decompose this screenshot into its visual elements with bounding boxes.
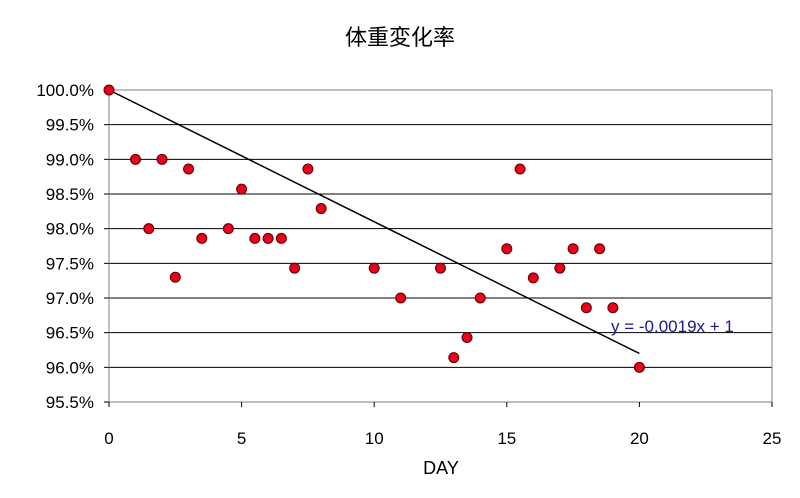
y-tick-label: 96.0% [46,358,94,377]
x-axis-ticks: 0 5 10 15 20 25 [104,402,781,448]
data-point [594,243,606,255]
data-point [236,183,248,195]
data-point [249,232,261,244]
data-point [315,203,327,215]
x-tick-label: 0 [104,429,113,448]
y-tick-label: 97.0% [46,289,94,308]
data-point [368,262,380,274]
data-points [103,84,645,373]
y-tick-label: 96.5% [46,324,94,343]
y-tick-label: 97.5% [46,254,94,273]
grid-lines [109,89,772,403]
data-point [143,223,155,235]
data-point [448,352,460,364]
trendline [108,89,640,355]
data-point [580,302,592,314]
data-point [103,84,115,96]
x-axis-label: DAY [423,458,459,478]
data-point [514,163,526,175]
y-tick-label: 100.0% [36,81,94,100]
plot-area-frame [108,89,773,403]
x-tick-label: 5 [237,429,246,448]
x-tick-label: 10 [365,429,384,448]
data-point [196,232,208,244]
x-tick-label: 15 [497,429,516,448]
trendline-equation: y = -0.0019x + 1 [611,317,734,336]
data-point [567,243,579,255]
data-point [262,232,274,244]
data-point [169,271,181,283]
data-point [130,153,142,165]
data-point [633,361,645,373]
data-point [395,292,407,304]
y-tick-label: 99.0% [46,150,94,169]
data-point [289,262,301,274]
y-tick-label: 95.5% [46,393,94,412]
data-point [222,223,234,235]
data-point [527,272,539,284]
x-tick-label: 25 [763,429,782,448]
data-point [501,243,513,255]
data-point [302,163,314,175]
data-point [607,302,619,314]
data-point [435,262,446,274]
y-tick-label: 99.5% [46,116,94,135]
y-tick-label: 98.5% [46,185,94,204]
data-point [183,163,195,175]
data-point [554,262,566,274]
y-tick-label: 98.0% [46,220,94,239]
data-point [474,292,486,304]
y-axis-ticks: 95.5% 96.0% 96.5% 97.0% 97.5% 98.0% 98.5% 99.0%… [36,81,109,412]
data-point [461,332,473,344]
x-tick-label: 20 [630,429,649,448]
data-point [275,232,287,244]
data-point [156,153,168,165]
chart-title: 体重変化率 [345,26,455,51]
